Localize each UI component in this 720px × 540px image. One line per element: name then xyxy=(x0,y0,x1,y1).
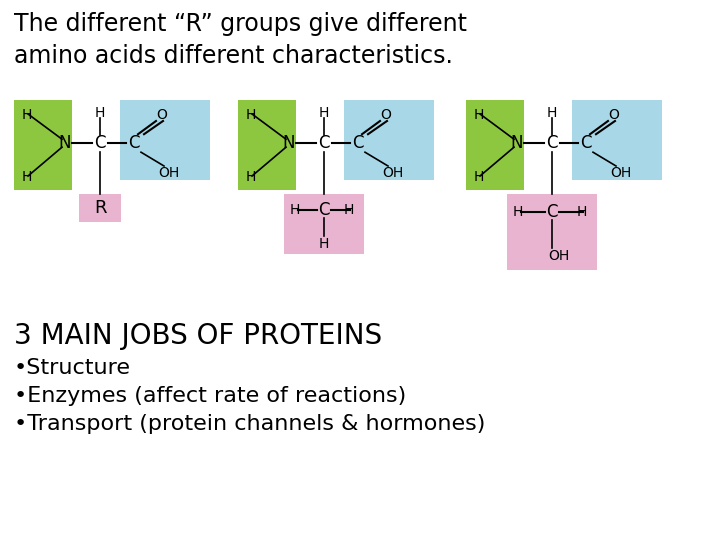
Bar xyxy=(14,100,72,190)
Text: H: H xyxy=(474,108,485,122)
Bar xyxy=(284,194,364,254)
Text: •Structure: •Structure xyxy=(14,358,131,378)
Text: H: H xyxy=(513,205,523,219)
Text: H: H xyxy=(577,205,587,219)
Text: H: H xyxy=(22,170,32,184)
Text: R: R xyxy=(94,199,107,217)
Text: C: C xyxy=(352,134,364,152)
Text: O: O xyxy=(608,108,619,122)
Text: O: O xyxy=(381,108,392,122)
Text: C: C xyxy=(94,134,106,152)
Text: H: H xyxy=(546,106,557,120)
Text: C: C xyxy=(580,134,592,152)
Text: C: C xyxy=(546,134,558,152)
Bar xyxy=(466,100,524,190)
Text: OH: OH xyxy=(158,166,179,180)
Text: H: H xyxy=(22,108,32,122)
Text: The different “R” groups give different: The different “R” groups give different xyxy=(14,12,467,36)
Text: C: C xyxy=(546,203,558,221)
Text: •Enzymes (affect rate of reactions): •Enzymes (affect rate of reactions) xyxy=(14,386,406,406)
Text: N: N xyxy=(282,134,294,152)
Bar xyxy=(572,100,662,180)
Text: H: H xyxy=(246,170,256,184)
Text: N: N xyxy=(510,134,523,152)
Text: 3 MAIN JOBS OF PROTEINS: 3 MAIN JOBS OF PROTEINS xyxy=(14,322,382,350)
Text: amino acids different characteristics.: amino acids different characteristics. xyxy=(14,44,453,68)
Bar xyxy=(344,100,434,180)
Text: OH: OH xyxy=(548,249,570,263)
Bar xyxy=(79,194,121,222)
Text: H: H xyxy=(319,237,329,251)
Text: H: H xyxy=(95,106,105,120)
Text: H: H xyxy=(290,203,300,217)
Text: OH: OH xyxy=(382,166,403,180)
Text: OH: OH xyxy=(610,166,631,180)
Bar xyxy=(120,100,210,180)
Text: H: H xyxy=(474,170,485,184)
Text: H: H xyxy=(319,106,329,120)
Text: H: H xyxy=(246,108,256,122)
Bar xyxy=(238,100,296,190)
Text: H: H xyxy=(343,203,354,217)
Text: •Transport (protein channels & hormones): •Transport (protein channels & hormones) xyxy=(14,414,485,434)
Text: N: N xyxy=(58,134,71,152)
Text: C: C xyxy=(318,134,330,152)
Text: C: C xyxy=(318,201,330,219)
Text: C: C xyxy=(128,134,140,152)
Bar xyxy=(507,194,597,270)
Text: O: O xyxy=(156,108,168,122)
